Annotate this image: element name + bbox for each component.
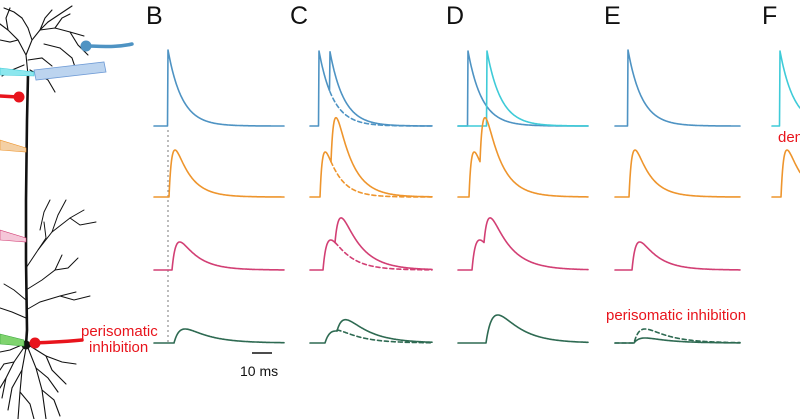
panel-letter-d: D: [446, 2, 464, 30]
trace-top-b: [153, 49, 285, 127]
trace-layer: [153, 49, 800, 344]
trace-soma-e-inhibited: [614, 337, 741, 344]
panel-letter-b: B: [146, 2, 163, 30]
distal-input-terminal-icon: [80, 40, 134, 52]
tuft-pipette-icon: [33, 61, 107, 81]
trace-oblique-c-summed: [309, 217, 433, 271]
trace-soma-c-single: [336, 329, 433, 344]
trace-top-f: [771, 50, 800, 127]
panel-letter-c: C: [290, 2, 308, 30]
trace-oblique-e: [614, 241, 741, 271]
apical-pipette-icon: [0, 139, 27, 153]
trace-top-c-summed: [309, 50, 433, 127]
panel-e-perisomatic-label: perisomatic inhibition: [606, 307, 746, 324]
trace-oblique-c-single: [334, 241, 433, 271]
trace-apical-d-summed: [457, 116, 589, 198]
scale-bar-label: 10 ms: [240, 363, 278, 379]
oblique-pipette-icon: [0, 229, 27, 243]
trace-apical-b: [153, 149, 285, 198]
tuft-cyan-pipette-icon: [0, 67, 35, 77]
trace-oblique-d-summed: [457, 217, 589, 271]
trace-soma-d: [457, 314, 589, 344]
panel-f-partial-label: den: [778, 129, 800, 146]
panel-letter-f: F: [762, 2, 777, 30]
trace-top-d-first: [457, 50, 589, 127]
trace-apical-c-summed: [309, 116, 433, 198]
pyramidal-neuron-icon: [0, 5, 97, 419]
soma-pipette-icon: [0, 333, 25, 347]
trace-top-c-single: [329, 91, 433, 127]
perisomatic-label-line1: perisomatic: [81, 323, 158, 340]
panel-letter-e: E: [604, 2, 621, 30]
trace-soma-c-summed: [309, 318, 433, 344]
trace-oblique-b: [153, 241, 285, 271]
trace-apical-e: [614, 149, 741, 198]
perisomatic-label-line2: inhibition: [89, 339, 148, 356]
apical-inhibition-terminal-icon: [0, 91, 25, 103]
trace-apical-f: [771, 149, 800, 198]
trace-top-d-second: [457, 50, 589, 127]
perisomatic-inhibition-terminal-icon: [29, 337, 84, 349]
trace-apical-c-single: [330, 160, 433, 198]
trace-soma-b: [153, 328, 285, 344]
trace-top-e: [614, 49, 741, 127]
